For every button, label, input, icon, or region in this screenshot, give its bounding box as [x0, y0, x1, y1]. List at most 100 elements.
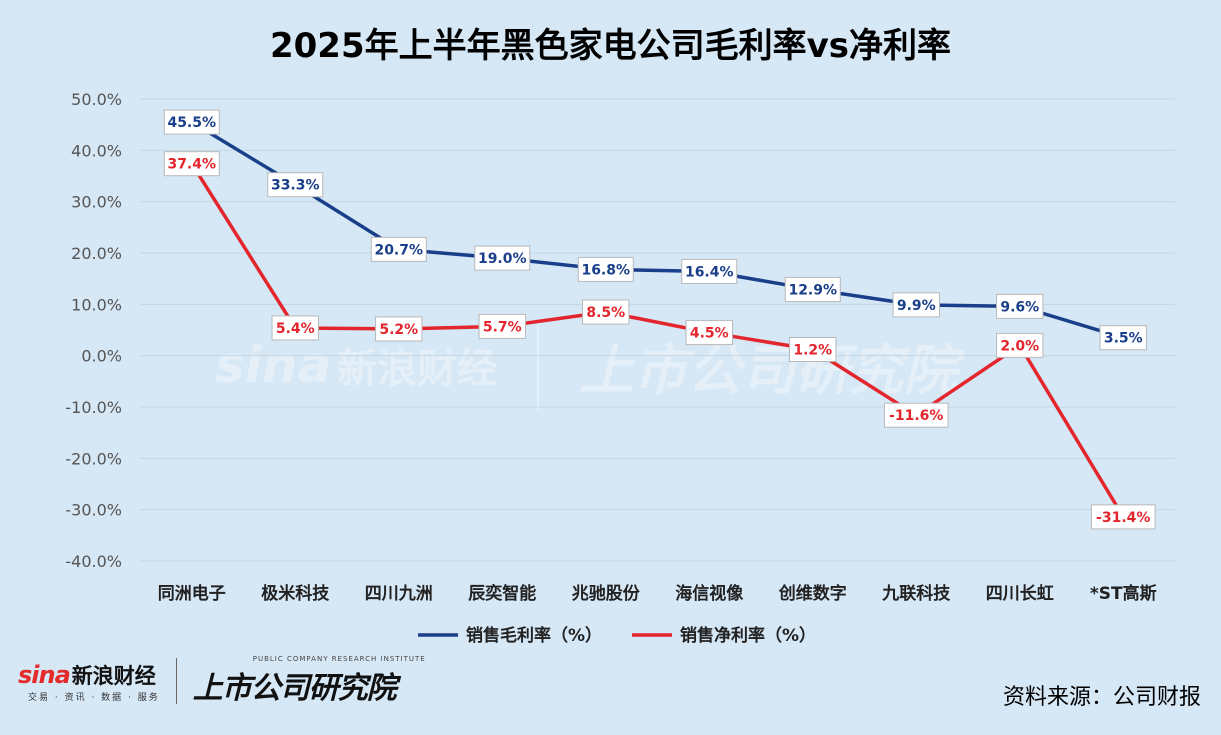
x-tick-label: 辰奕智能 — [468, 583, 536, 604]
y-tick-label: 40.0% — [71, 141, 122, 160]
data-label-box — [996, 332, 1044, 358]
data-label-text: 16.4% — [685, 264, 734, 280]
chart-title: 2025年上半年黑色家电公司毛利率vs净利率 — [269, 26, 952, 66]
data-label-box — [1090, 504, 1156, 530]
sina-finance-logo: sina 新浪财经 交易 · 资讯 · 数据 · 服务 — [18, 660, 160, 703]
data-label-text: 9.6% — [1000, 299, 1039, 315]
x-tick-label: 兆驰股份 — [572, 583, 641, 604]
data-label: 37.4% — [163, 151, 220, 177]
data-label: 8.5% — [582, 299, 630, 325]
logo-divider — [175, 658, 177, 704]
y-axis: 50.0% 40.0% 30.0% 20.0% 10.0% 0.0% -10.0% -20.0… — [65, 90, 122, 571]
x-tick-label: *ST高斯 — [1090, 583, 1157, 604]
data-label-text: -31.4% — [1096, 510, 1150, 526]
data-label-box — [370, 236, 427, 262]
sina-logo-word: sina — [18, 660, 71, 689]
data-label-text: 5.7% — [483, 319, 522, 335]
data-label-text: -11.6% — [889, 408, 943, 424]
data-label: 9.6% — [996, 293, 1044, 319]
data-label-text: 2.0% — [1000, 338, 1039, 354]
data-label-box — [271, 315, 319, 341]
data-labels: 45.5% 33.3% 20.7% 19.0% 16.8% 16.4% 12.9% 9.9% 9… — [163, 109, 1156, 530]
data-label: 5.4% — [271, 315, 319, 341]
data-label-text: 5.4% — [276, 321, 315, 337]
data-label: 33.3% — [267, 172, 324, 198]
source-note: 资料来源：公司财报 — [1002, 685, 1201, 710]
data-label-text: 19.0% — [478, 251, 527, 267]
data-label-box — [582, 299, 630, 325]
data-label: 3.5% — [1099, 325, 1147, 351]
data-label: 4.5% — [685, 320, 733, 346]
x-tick-label: 四川长虹 — [986, 583, 1054, 604]
sina-logo-cn: 新浪财经 — [71, 663, 156, 688]
data-label-box — [681, 258, 738, 284]
x-tick-label: 海信视像 — [675, 583, 744, 604]
data-label-text: 16.8% — [581, 262, 630, 278]
sina-logo-sub: 交易 · 资讯 · 数据 · 服务 — [28, 692, 160, 703]
x-axis: 同洲电子 极米科技 四川九洲 辰奕智能 兆驰股份 海信视像 创维数字 九联科技 四川长虹 *ST高… — [158, 583, 1157, 604]
data-label-box — [163, 151, 220, 177]
series-line-1 — [190, 120, 1124, 340]
x-tick-label: 同洲电子 — [158, 583, 226, 604]
data-label: -31.4% — [1090, 504, 1156, 530]
research-institute-en: PUBLIC COMPANY RESEARCH INSTITUTE — [252, 655, 426, 663]
x-tick-label: 创维数字 — [778, 583, 847, 604]
data-label-box — [375, 316, 423, 342]
data-label-box — [685, 320, 733, 346]
data-label-text: 5.2% — [379, 322, 418, 338]
research-institute-cn: 上市公司研究院 — [192, 671, 397, 706]
x-tick-label: 四川九洲 — [365, 584, 433, 604]
data-label: 5.7% — [478, 313, 526, 339]
data-label-box — [784, 276, 841, 302]
data-label-box — [267, 172, 324, 198]
y-tick-label: 50.0% — [71, 90, 122, 109]
data-label-text: 8.5% — [586, 305, 625, 321]
data-label: 2.0% — [996, 332, 1044, 358]
x-tick-label: 九联科技 — [881, 583, 951, 604]
data-label: 1.2% — [789, 337, 837, 363]
data-label-text: 9.9% — [897, 298, 936, 314]
series-lines — [190, 120, 1125, 518]
y-tick-label: -20.0% — [65, 449, 122, 468]
y-tick-label: -40.0% — [65, 552, 122, 571]
research-institute-logo: PUBLIC COMPANY RESEARCH INSTITUTE 上市公司研究… — [193, 655, 426, 707]
y-tick-label: -30.0% — [65, 501, 122, 520]
legend-label: 销售净利率（%） — [680, 625, 816, 646]
legend-label: 销售毛利率（%） — [466, 625, 602, 646]
data-label: -11.6% — [883, 402, 949, 428]
y-tick-label: 20.0% — [71, 244, 122, 263]
y-tick-label: -10.0% — [65, 398, 122, 417]
data-label-box — [996, 293, 1044, 319]
data-label: 19.0% — [474, 245, 531, 271]
y-tick-label: 10.0% — [71, 295, 122, 314]
data-label: 12.9% — [784, 276, 841, 302]
data-label-box — [1099, 325, 1147, 351]
data-label-box — [883, 402, 949, 428]
data-label-text: 20.7% — [374, 242, 423, 258]
data-label-box — [577, 256, 634, 282]
y-tick-label: 30.0% — [71, 193, 122, 212]
data-label-text: 33.3% — [271, 178, 320, 194]
data-label-box — [478, 313, 526, 339]
y-tick-label: 0.0% — [81, 347, 122, 366]
data-label-text: 3.5% — [1104, 331, 1143, 347]
data-label-box — [789, 337, 837, 363]
data-label-text: 37.4% — [167, 157, 216, 173]
data-label: 45.5% — [163, 109, 220, 135]
data-label: 16.4% — [681, 258, 738, 284]
legend: 销售毛利率（%） 销售净利率（%） — [418, 625, 816, 646]
data-label-text: 1.2% — [793, 343, 832, 359]
data-label-text: 12.9% — [788, 282, 837, 298]
data-label-box — [892, 292, 940, 318]
data-label: 20.7% — [370, 236, 427, 262]
x-tick-label: 极米科技 — [261, 583, 330, 604]
data-label: 16.8% — [577, 256, 634, 282]
data-label: 9.9% — [892, 292, 940, 318]
data-label: 5.2% — [375, 316, 423, 342]
footer-logos: sina 新浪财经 交易 · 资讯 · 数据 · 服务 PUBLIC COMPA… — [18, 655, 426, 707]
data-label-text: 45.5% — [167, 115, 216, 131]
series-line-2 — [190, 162, 1125, 518]
data-label-text: 4.5% — [690, 326, 729, 342]
data-label-box — [474, 245, 531, 271]
